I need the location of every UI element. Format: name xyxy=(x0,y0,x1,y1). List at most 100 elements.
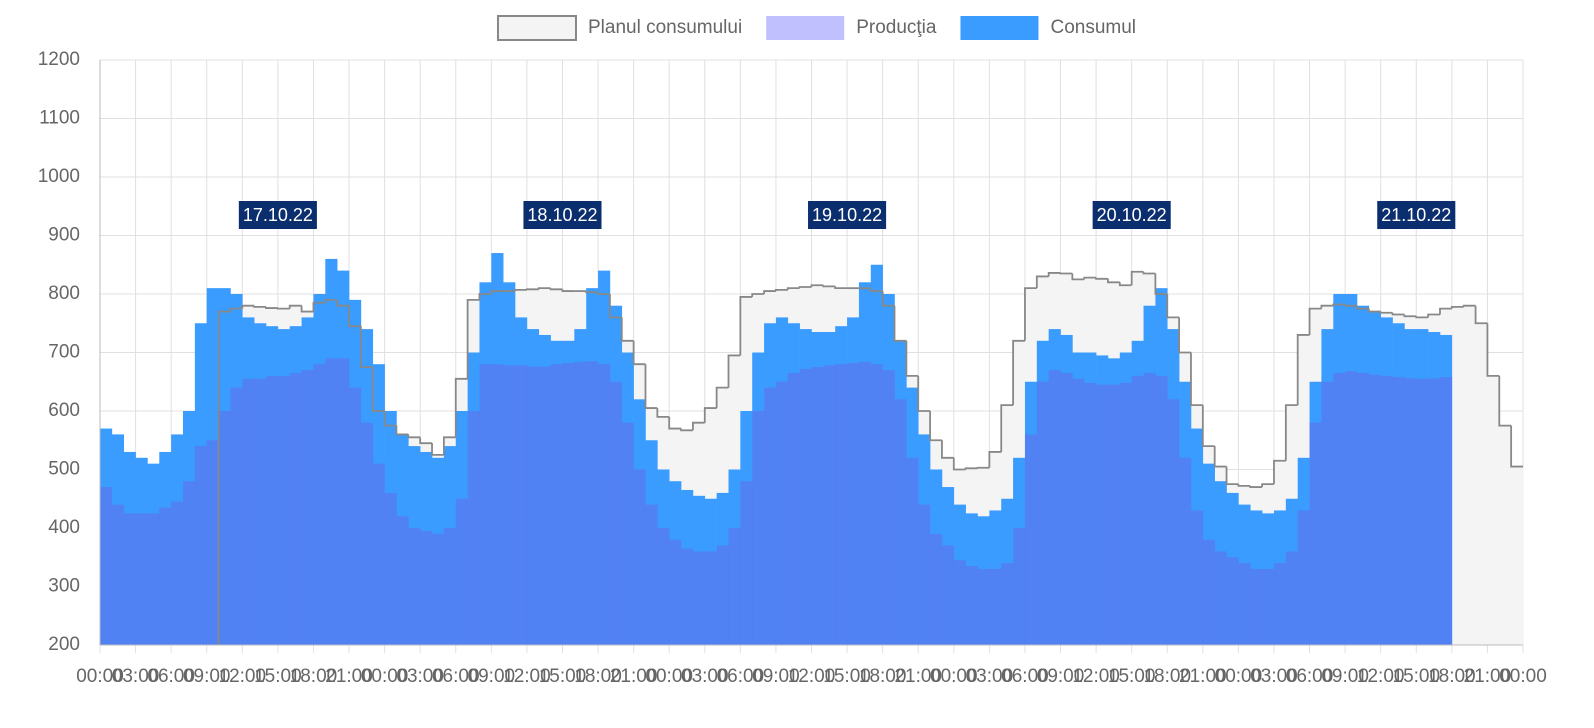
area-step xyxy=(1131,340,1144,645)
area-step xyxy=(1214,551,1227,645)
area-step xyxy=(301,370,314,645)
plan-step xyxy=(692,421,705,431)
area-step xyxy=(728,528,741,645)
x-tick-label: 09:00 xyxy=(752,666,800,687)
area-step xyxy=(894,340,907,645)
plan-step xyxy=(217,310,231,645)
x-tick-label: 18:00 xyxy=(574,666,622,687)
plan-step xyxy=(265,306,278,309)
annotation-label: 17.10.22 xyxy=(243,205,313,225)
area-step xyxy=(515,317,528,645)
area-step xyxy=(550,340,563,645)
area-step xyxy=(183,481,196,645)
plan-step xyxy=(1249,485,1263,488)
area-step xyxy=(443,446,457,645)
annotation-label: 18.10.22 xyxy=(527,205,597,225)
area-step xyxy=(266,375,279,645)
plan-step xyxy=(1284,404,1298,461)
area-step xyxy=(372,463,385,645)
plan-step xyxy=(881,291,895,307)
area-step xyxy=(313,294,326,645)
area-step xyxy=(1416,329,1429,645)
area-step xyxy=(704,551,717,645)
area-step xyxy=(1250,568,1263,645)
x-tick-label: 18:00 xyxy=(290,666,338,687)
area-step xyxy=(1356,372,1370,645)
area-step xyxy=(598,364,611,645)
area-step xyxy=(1404,378,1417,645)
area-step xyxy=(1273,510,1287,645)
area-step xyxy=(372,364,385,645)
plan-step xyxy=(1213,446,1227,468)
area-step xyxy=(645,440,658,645)
plan-step xyxy=(1510,425,1523,468)
plan-step xyxy=(561,289,575,292)
area-step xyxy=(775,317,789,645)
x-tick-label: 15:00 xyxy=(823,666,871,687)
x-tick-label: 03:00 xyxy=(1250,666,1298,687)
area-step xyxy=(242,317,255,645)
plan-step xyxy=(336,299,350,307)
area-step xyxy=(1096,384,1109,645)
area-step xyxy=(1333,294,1346,645)
area-step xyxy=(799,368,812,645)
area-step xyxy=(1167,329,1180,645)
plan-step xyxy=(1059,272,1073,275)
legend-swatch xyxy=(960,16,1039,40)
area-step xyxy=(515,365,528,645)
area-step xyxy=(1309,381,1322,645)
y-tick-label: 800 xyxy=(48,283,80,304)
area-step xyxy=(171,434,184,645)
area-step xyxy=(1285,498,1298,645)
plan-step xyxy=(715,386,729,409)
plan-step xyxy=(1391,312,1405,316)
area-step xyxy=(218,411,231,645)
area-step xyxy=(823,365,836,645)
date-annotation: 21.10.22 xyxy=(1377,201,1456,229)
plan-step xyxy=(1225,466,1239,486)
area-step xyxy=(526,366,540,645)
area-step xyxy=(1167,399,1180,645)
plan-step xyxy=(1403,314,1417,318)
plan-step xyxy=(1118,282,1132,287)
x-tick-label: 12:00 xyxy=(788,666,836,687)
area-step xyxy=(1404,329,1417,645)
area-step xyxy=(206,440,219,645)
area-step xyxy=(1001,563,1014,645)
area-step xyxy=(1273,563,1287,645)
plan-step xyxy=(1498,375,1512,427)
plan-step xyxy=(1154,273,1168,295)
area-step xyxy=(1072,352,1085,645)
x-tick-label: 18:00 xyxy=(1428,666,1476,687)
area-step xyxy=(847,363,860,645)
area-step xyxy=(1499,425,1512,645)
plan-step xyxy=(276,307,290,310)
area-step xyxy=(562,340,575,645)
plan-step xyxy=(300,305,314,313)
area-step xyxy=(1333,372,1346,645)
area-step xyxy=(1297,457,1310,645)
area-step xyxy=(206,288,219,645)
plan-step xyxy=(585,291,599,294)
plan-step xyxy=(442,436,456,455)
plan-step xyxy=(371,367,385,412)
area-step xyxy=(1214,481,1227,645)
area-step xyxy=(1392,323,1405,645)
area-step xyxy=(218,288,231,645)
legend-swatch xyxy=(766,16,845,40)
area-step xyxy=(159,507,172,645)
area-step xyxy=(360,329,374,645)
area-step xyxy=(147,463,160,645)
area-step xyxy=(1013,528,1026,645)
plan-step xyxy=(1379,311,1393,314)
area-step xyxy=(681,548,694,645)
area-step xyxy=(384,411,397,645)
area-step xyxy=(941,545,955,645)
area-step xyxy=(230,294,243,645)
area-step xyxy=(1096,355,1109,645)
area-step xyxy=(1250,510,1263,645)
y-tick-label: 1200 xyxy=(38,49,80,70)
x-tick-label: 06:00 xyxy=(1286,666,1334,687)
x-tick-label: 18:00 xyxy=(1143,666,1191,687)
area-step xyxy=(882,294,895,645)
